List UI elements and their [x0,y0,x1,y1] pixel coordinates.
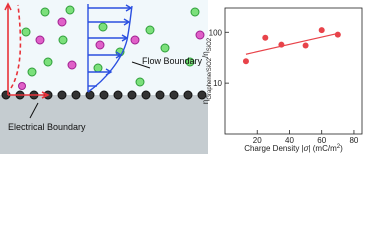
electrical-arrow [29,102,39,119]
y-axis-label-part: η [201,100,210,104]
x-tick-label: 40 [285,136,294,145]
fit-line [245,32,338,55]
y-axis-label-part: SiO2 [207,37,213,51]
diagram: Flow Boundary Electrical Boundary [0,0,208,154]
flow-arrow [131,61,151,69]
flow-boundary-label: Flow Boundary [142,56,203,66]
y-axis-label-part: /η [201,51,210,58]
y-axis-label-part: Graphene/SiO2 [207,57,213,99]
y-tick-label: 10 [213,79,222,88]
x-tick-label: 60 [317,136,326,145]
point [302,42,309,49]
point [242,58,249,65]
substrate [0,95,208,154]
point [334,31,341,38]
plot-frame [224,7,363,135]
fluid [0,0,208,95]
point [318,27,325,34]
x-tick-label: 20 [253,136,262,145]
point [262,34,269,41]
velocity-profile [87,4,133,93]
charged-particles [18,17,205,90]
figure: Flow Boundary Electrical Boundary 10 100 2… [0,0,363,154]
y-tick-label: 100 [209,28,223,37]
chart: 10 100 20 40 60 80 Charge Density |σ| (mC/m2) η… [201,7,363,153]
electrical-boundary-label: Electrical Boundary [8,122,86,132]
x-axis-label-part: 2 [337,144,341,150]
x-axis-label-part: σ [304,144,310,153]
potential-axes [4,2,50,99]
x-axis-label-part: Charge Density | [244,144,303,153]
x-axis-label-part: | (mC/m [308,144,337,153]
x-tick-label: 80 [349,136,358,145]
y-axis-label: ηGraphene/SiO2/ηSiO2 [201,37,213,104]
x-axis-label-part: ) [340,144,343,153]
x-axis-label: Charge Density |σ| (mC/m2) [244,144,343,153]
